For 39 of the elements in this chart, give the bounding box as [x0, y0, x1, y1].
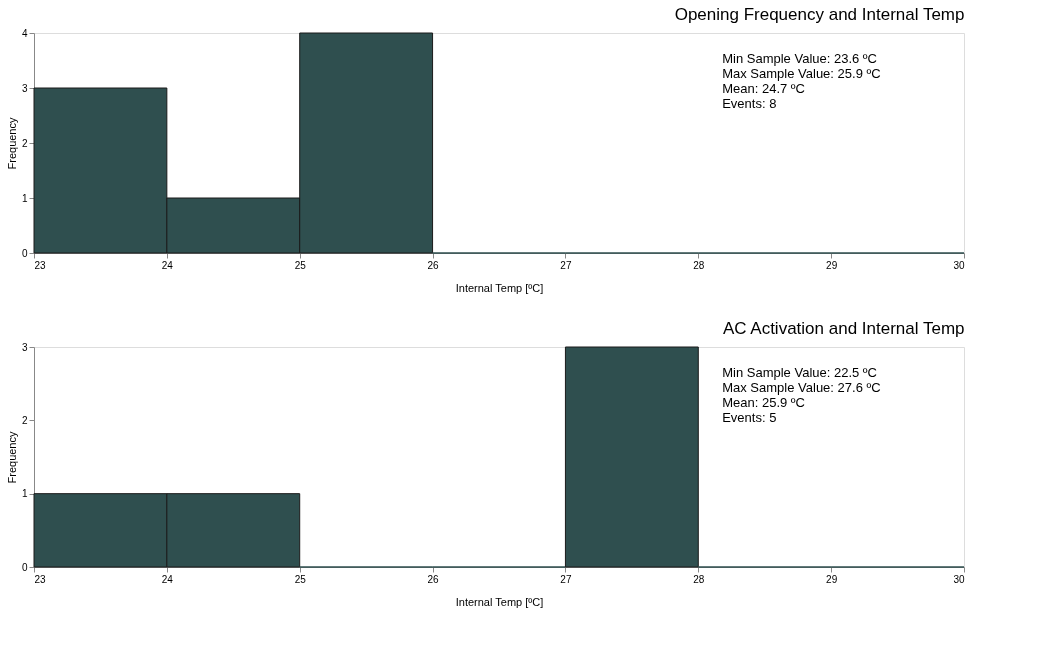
y-tick-label: 3 [21, 82, 28, 94]
annotation: Events: 8 [722, 96, 777, 111]
y-axis-title: Frequency [5, 431, 18, 484]
annotation: Events: 5 [722, 410, 777, 425]
x-tick-label: 25 [294, 259, 307, 271]
y-tick-label: 1 [21, 192, 28, 204]
x-axis-title: Internal Temp [ºC] [455, 595, 544, 608]
x-tick-label: 29 [826, 259, 838, 271]
annotation: Min Sample Value: 22.5 ºC [722, 365, 878, 380]
y-tick-label: 3 [21, 341, 28, 353]
x-tick-label: 28 [693, 573, 705, 585]
x-tick-label: 23 [34, 573, 47, 585]
y-tick-label: 2 [21, 414, 28, 426]
annotation: Mean: 24.7 ºC [722, 81, 805, 96]
y-tick-label: 4 [21, 27, 28, 39]
annotation: Max Sample Value: 25.9 ºC [722, 66, 881, 81]
y-tick-label: 1 [21, 488, 28, 500]
x-tick-label: 24 [161, 259, 174, 271]
chart-title: Opening Frequency and Internal Temp [674, 5, 965, 24]
y-tick-label: 2 [21, 137, 28, 149]
chart-title: AC Activation and Internal Temp [722, 319, 965, 338]
x-tick-label: 30 [953, 259, 965, 271]
annotation: Max Sample Value: 27.6 ºC [722, 380, 881, 395]
x-axis-title: Internal Temp [ºC] [455, 281, 544, 294]
annotation: Min Sample Value: 23.6 ºC [722, 51, 878, 66]
x-tick-label: 24 [161, 573, 174, 585]
y-tick-label: 0 [21, 247, 28, 259]
x-tick-label: 23 [34, 259, 47, 271]
x-tick-label: 27 [560, 259, 572, 271]
x-tick-label: 27 [560, 573, 572, 585]
y-axis-title: Frequency [5, 117, 18, 170]
x-tick-label: 26 [427, 573, 440, 585]
x-tick-label: 28 [693, 259, 705, 271]
x-tick-label: 29 [826, 573, 838, 585]
y-tick-label: 0 [21, 561, 28, 573]
x-tick-label: 30 [953, 573, 965, 585]
x-tick-label: 26 [427, 259, 440, 271]
annotation: Mean: 25.9 ºC [722, 395, 805, 410]
x-tick-label: 25 [294, 573, 307, 585]
